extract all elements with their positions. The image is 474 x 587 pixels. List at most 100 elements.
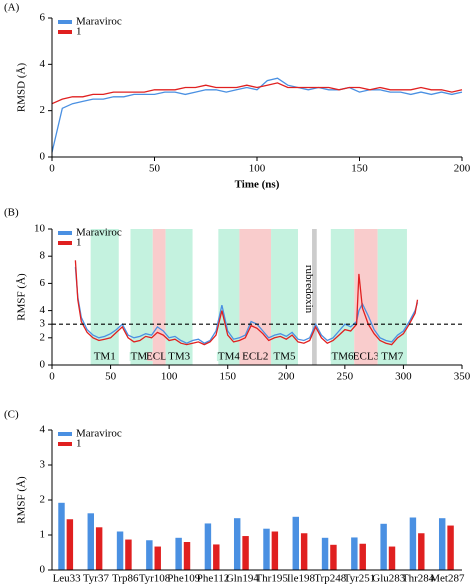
y-tick-label: 4	[40, 304, 46, 316]
x-tick-label: 100	[249, 163, 266, 175]
legend-swatch	[58, 231, 72, 235]
y-axis-label: RMSF (Å)	[16, 273, 28, 321]
x-tick-label: Leu33	[53, 573, 82, 585]
x-tick-label: 150	[351, 163, 368, 175]
y-tick-label: 8	[40, 250, 46, 262]
x-tick-label: Thr284	[402, 573, 435, 585]
y-tick-label: 4	[40, 424, 46, 436]
region-label-box	[243, 352, 268, 361]
bar	[58, 502, 65, 570]
x-tick-label: Tyr251	[344, 573, 376, 585]
region-label: TM4	[218, 351, 241, 363]
region-label: ECL2	[242, 351, 268, 363]
legend-swatch	[58, 20, 72, 24]
y-tick-label: 3	[40, 459, 46, 471]
region-label-box	[129, 352, 154, 361]
legend-label: 1	[76, 438, 82, 450]
legend-label: Maraviroc	[76, 428, 122, 440]
region-label: TM5	[274, 351, 297, 363]
bar	[183, 542, 191, 570]
legend-swatch	[58, 432, 72, 436]
bar	[204, 523, 212, 570]
region-label-box	[330, 352, 355, 361]
region	[312, 229, 317, 365]
x-tick-label: Trp86	[112, 573, 139, 585]
y-tick-label: 2	[40, 494, 46, 506]
y-tick-label: 0	[40, 151, 46, 163]
region-label: TM6	[332, 351, 355, 363]
y-tick-label: 10	[34, 223, 46, 235]
bar	[175, 537, 182, 570]
x-tick-label: Thr195	[255, 573, 288, 585]
legend-label: Maraviroc	[76, 227, 122, 239]
legend-swatch	[58, 241, 72, 245]
region	[330, 229, 355, 365]
bar	[388, 546, 396, 570]
x-tick-label: Glu283	[372, 573, 406, 585]
x-tick-label: Trp248	[314, 573, 346, 585]
region	[239, 229, 272, 365]
legend-label: Maraviroc	[76, 16, 122, 28]
bar	[263, 528, 270, 570]
y-tick-label: 3	[40, 318, 46, 330]
bar	[213, 544, 220, 570]
region-label-box	[353, 352, 378, 361]
bar	[447, 525, 454, 570]
bar	[300, 533, 308, 570]
bar	[292, 516, 299, 570]
region-label: TM3	[168, 351, 191, 363]
series-line	[51, 77, 463, 153]
y-tick-label: 1	[40, 529, 46, 541]
bar	[321, 537, 329, 570]
bar	[233, 518, 241, 570]
legend-swatch	[58, 442, 72, 446]
bar	[330, 544, 337, 570]
region-label-box	[92, 352, 117, 361]
x-tick-label: 200	[278, 371, 295, 383]
y-tick-label: 2	[40, 104, 46, 116]
region-label-box	[147, 352, 172, 361]
x-tick-label: 350	[454, 371, 471, 383]
region-label-box	[380, 352, 405, 361]
region	[90, 229, 119, 365]
y-axis-label: RMSD (Å)	[16, 63, 28, 113]
y-tick-label: 6	[40, 277, 46, 289]
bar	[116, 531, 124, 570]
y-tick-label: 0	[40, 359, 46, 371]
y-tick-label: 2	[40, 331, 46, 343]
region-label-box	[167, 352, 192, 361]
y-tick-label: 6	[40, 12, 46, 24]
x-tick-label: 50	[105, 371, 117, 383]
x-tick-label: 50	[149, 163, 161, 175]
x-tick-label: Phe109	[167, 573, 201, 585]
y-axis-label: RMSF (Å)	[16, 476, 28, 524]
bar	[380, 523, 387, 570]
x-tick-label: 250	[337, 371, 354, 383]
series-line	[51, 82, 463, 105]
x-tick-label: Phe112	[197, 573, 230, 585]
bar	[418, 533, 425, 570]
x-tick-label: Ile198	[287, 573, 316, 585]
region-label: rubredoxin	[303, 265, 315, 314]
bar	[125, 539, 132, 570]
region-label: ECL3	[353, 351, 380, 363]
bar	[95, 527, 103, 570]
panel-label: (A)	[4, 2, 20, 14]
x-tick-label: Met287	[430, 573, 465, 585]
bar	[87, 513, 94, 570]
bar	[242, 536, 249, 570]
x-tick-label: 200	[454, 163, 471, 175]
series-line	[74, 260, 419, 346]
x-tick-label: 300	[395, 371, 412, 383]
y-tick-label: 4	[40, 58, 46, 70]
bar	[146, 540, 153, 570]
region-label: TM2	[131, 351, 153, 363]
bar	[359, 543, 366, 570]
x-tick-label: Gln194	[226, 573, 260, 585]
x-tick-label: 0	[49, 371, 55, 383]
panel-label: (C)	[4, 409, 19, 421]
region	[152, 229, 166, 365]
bar	[154, 546, 161, 570]
region-label: TM7	[381, 351, 404, 363]
x-axis-label: Time (ns)	[235, 179, 280, 191]
